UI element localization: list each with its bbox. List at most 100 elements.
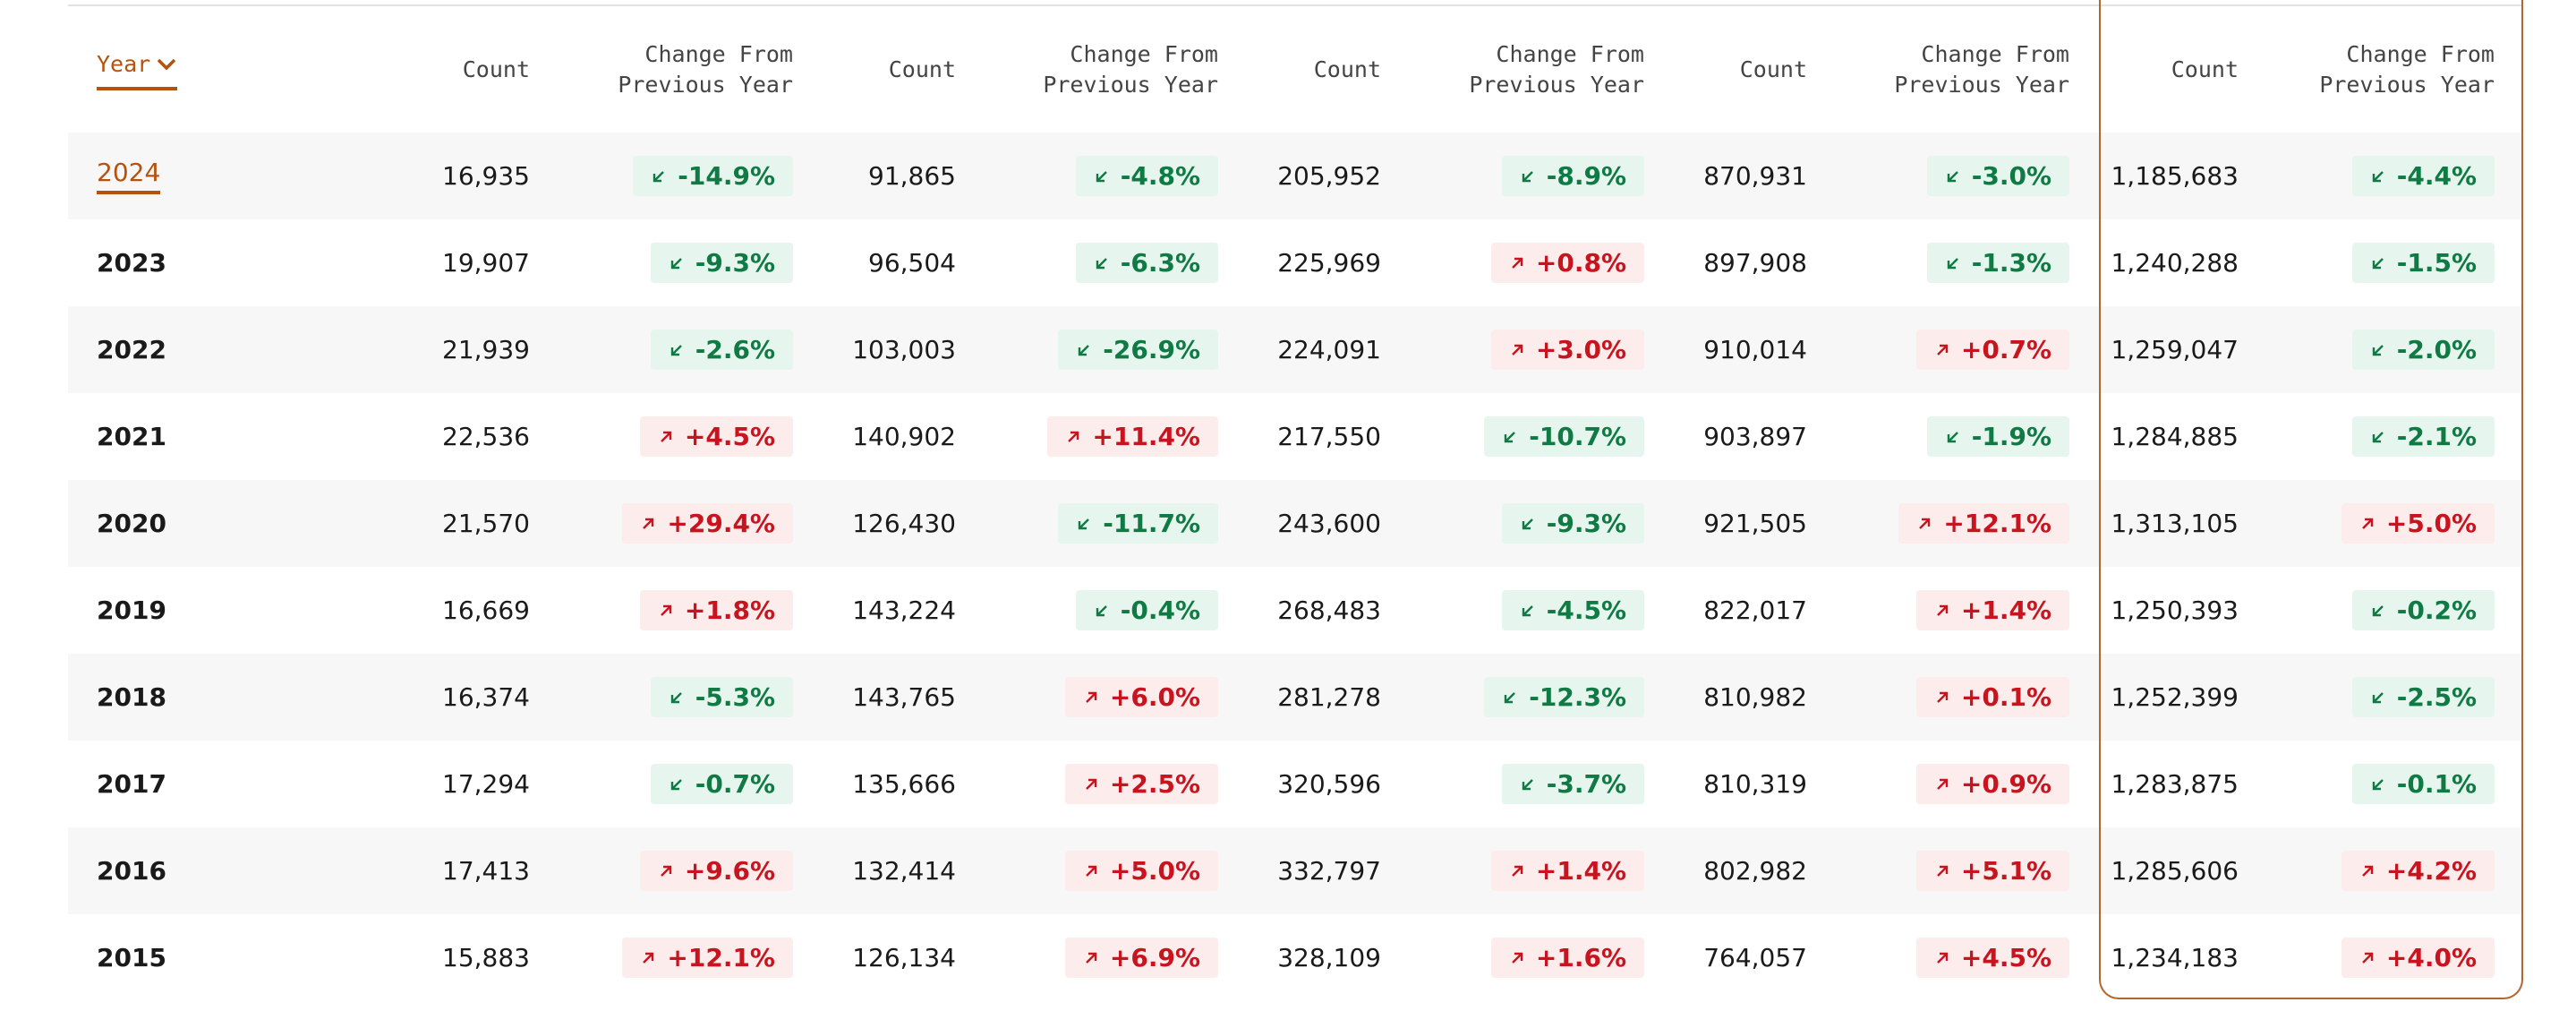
change-badge: +1.4%	[1915, 590, 2069, 630]
table-row: 2019 16,669 +1.8% 143,224 -0.4% 268,483 -4.5% 8…	[68, 567, 2523, 654]
count-text: 910,014	[1703, 335, 1807, 364]
trend-arrow	[1086, 865, 1097, 877]
change-badge: +6.9%	[1064, 938, 1218, 978]
header-text: Count	[2171, 56, 2239, 82]
count-text: 22,536	[442, 422, 530, 451]
change-cell: -0.4%	[985, 567, 1247, 654]
table-row: 2015 15,883 +12.1% 126,134 +6.9% 328,109 +1.6%…	[68, 914, 2523, 1001]
change-cell: +1.6%	[1410, 914, 1673, 1001]
count-cell: 91,865	[822, 133, 985, 219]
trend-arrow	[670, 257, 682, 269]
change-cell: -4.4%	[2267, 133, 2523, 219]
change-badge: -2.6%	[650, 330, 793, 370]
trend-arrow	[661, 865, 672, 877]
count-text: 132,414	[852, 856, 956, 886]
year-text: 2024	[97, 158, 161, 194]
change-cell: +9.6%	[559, 827, 822, 914]
count-cell: 243,600	[1247, 480, 1410, 567]
trend-arrow	[2362, 865, 2374, 877]
change-cell: +5.0%	[985, 827, 1247, 914]
change-badge: +1.4%	[1490, 851, 1644, 891]
count-text: 143,224	[852, 595, 956, 625]
year-cell: 2019	[68, 567, 269, 654]
count-text: 328,109	[1277, 943, 1381, 972]
change-cell: +6.0%	[985, 654, 1247, 741]
count-text: 126,430	[852, 509, 956, 538]
change-cell: -4.5%	[1410, 567, 1673, 654]
change-text: +12.1%	[1943, 509, 2051, 538]
trend-arrow	[1947, 170, 1958, 182]
count-cell: 19,907	[269, 219, 559, 306]
trend-arrow	[1512, 865, 1523, 877]
trend-arrow	[1096, 257, 1107, 269]
header-row: Year Count Change From Previous Year Count C…	[68, 7, 2523, 133]
count-cell: 822,017	[1673, 567, 1836, 654]
change-text: -9.3%	[1546, 509, 1626, 538]
change-cell: +4.5%	[559, 393, 822, 480]
count-cell: 810,982	[1673, 654, 1836, 741]
trend-arrow	[643, 952, 654, 964]
change-cell: -0.1%	[2267, 741, 2523, 827]
change-text: +12.1%	[667, 943, 775, 972]
change-text: -0.7%	[695, 769, 775, 799]
trend-arrow	[1512, 257, 1523, 269]
change-cell: +4.5%	[1836, 914, 2098, 1001]
change-badge: -3.0%	[1926, 156, 2069, 196]
change-cell: -26.9%	[985, 306, 1247, 393]
count-cell: 143,224	[822, 567, 985, 654]
count-cell: 897,908	[1673, 219, 1836, 306]
year-text: 2023	[97, 248, 166, 278]
change-text: +4.2%	[2385, 856, 2477, 886]
trend-arrow	[1937, 778, 1949, 790]
change-badge: +3.0%	[1490, 330, 1644, 370]
change-badge: +4.5%	[639, 416, 793, 457]
year-text: 2019	[97, 595, 166, 625]
count-text: 243,600	[1277, 509, 1381, 538]
change-cell: +2.5%	[985, 741, 1247, 827]
chevron-icon	[157, 58, 176, 71]
count-cell: 140,902	[822, 393, 985, 480]
change-badge: +29.4%	[622, 503, 793, 544]
column-header: Change From Previous Year	[1410, 7, 1673, 133]
column-header: Change From Previous Year	[2267, 7, 2523, 133]
change-cell: -1.9%	[1836, 393, 2098, 480]
count-text: 1,283,875	[2111, 769, 2239, 799]
header-text: Change From Previous Year	[618, 41, 793, 98]
year-text: 2022	[97, 335, 166, 364]
trend-arrow	[670, 691, 682, 703]
count-text: 19,907	[442, 248, 530, 278]
change-badge: +1.6%	[1490, 938, 1644, 978]
count-cell: 224,091	[1247, 306, 1410, 393]
change-text: -0.2%	[2396, 595, 2477, 625]
table-row: 2017 17,294 -0.7% 135,666 +2.5% 320,596 -3.7% 8…	[68, 741, 2523, 827]
column-header: Change From Previous Year	[559, 7, 822, 133]
sort-control[interactable]: Year	[97, 49, 178, 90]
count-cell: 17,294	[269, 741, 559, 827]
change-badge: -2.5%	[2351, 677, 2495, 717]
column-header[interactable]: Year	[68, 7, 269, 133]
change-cell: +6.9%	[985, 914, 1247, 1001]
year-cell: 2015	[68, 914, 269, 1001]
year-text: 2016	[97, 856, 166, 886]
count-text: 17,294	[442, 769, 530, 799]
change-badge: +6.0%	[1064, 677, 1218, 717]
table-row: 2023 19,907 -9.3% 96,504 -6.3% 225,969 +0.8% 89…	[68, 219, 2523, 306]
count-text: 217,550	[1277, 422, 1381, 451]
count-text: 822,017	[1703, 595, 1807, 625]
change-badge: +5.1%	[1915, 851, 2069, 891]
trend-arrow	[670, 778, 682, 790]
header-text: Count	[1739, 56, 1807, 82]
change-text: +4.5%	[1960, 943, 2051, 972]
count-text: 1,234,183	[2111, 943, 2239, 972]
year-text: 2015	[97, 943, 166, 972]
change-badge: +9.6%	[639, 851, 793, 891]
change-text: +0.7%	[1960, 335, 2051, 364]
trend-arrow	[1522, 518, 1533, 529]
trend-arrow	[1096, 604, 1107, 616]
trend-arrow	[1512, 344, 1523, 356]
count-text: 1,185,683	[2111, 161, 2239, 191]
change-badge: +12.1%	[1898, 503, 2069, 544]
trend-arrow	[1937, 691, 1949, 703]
count-text: 281,278	[1277, 682, 1381, 712]
count-text: 135,666	[852, 769, 956, 799]
